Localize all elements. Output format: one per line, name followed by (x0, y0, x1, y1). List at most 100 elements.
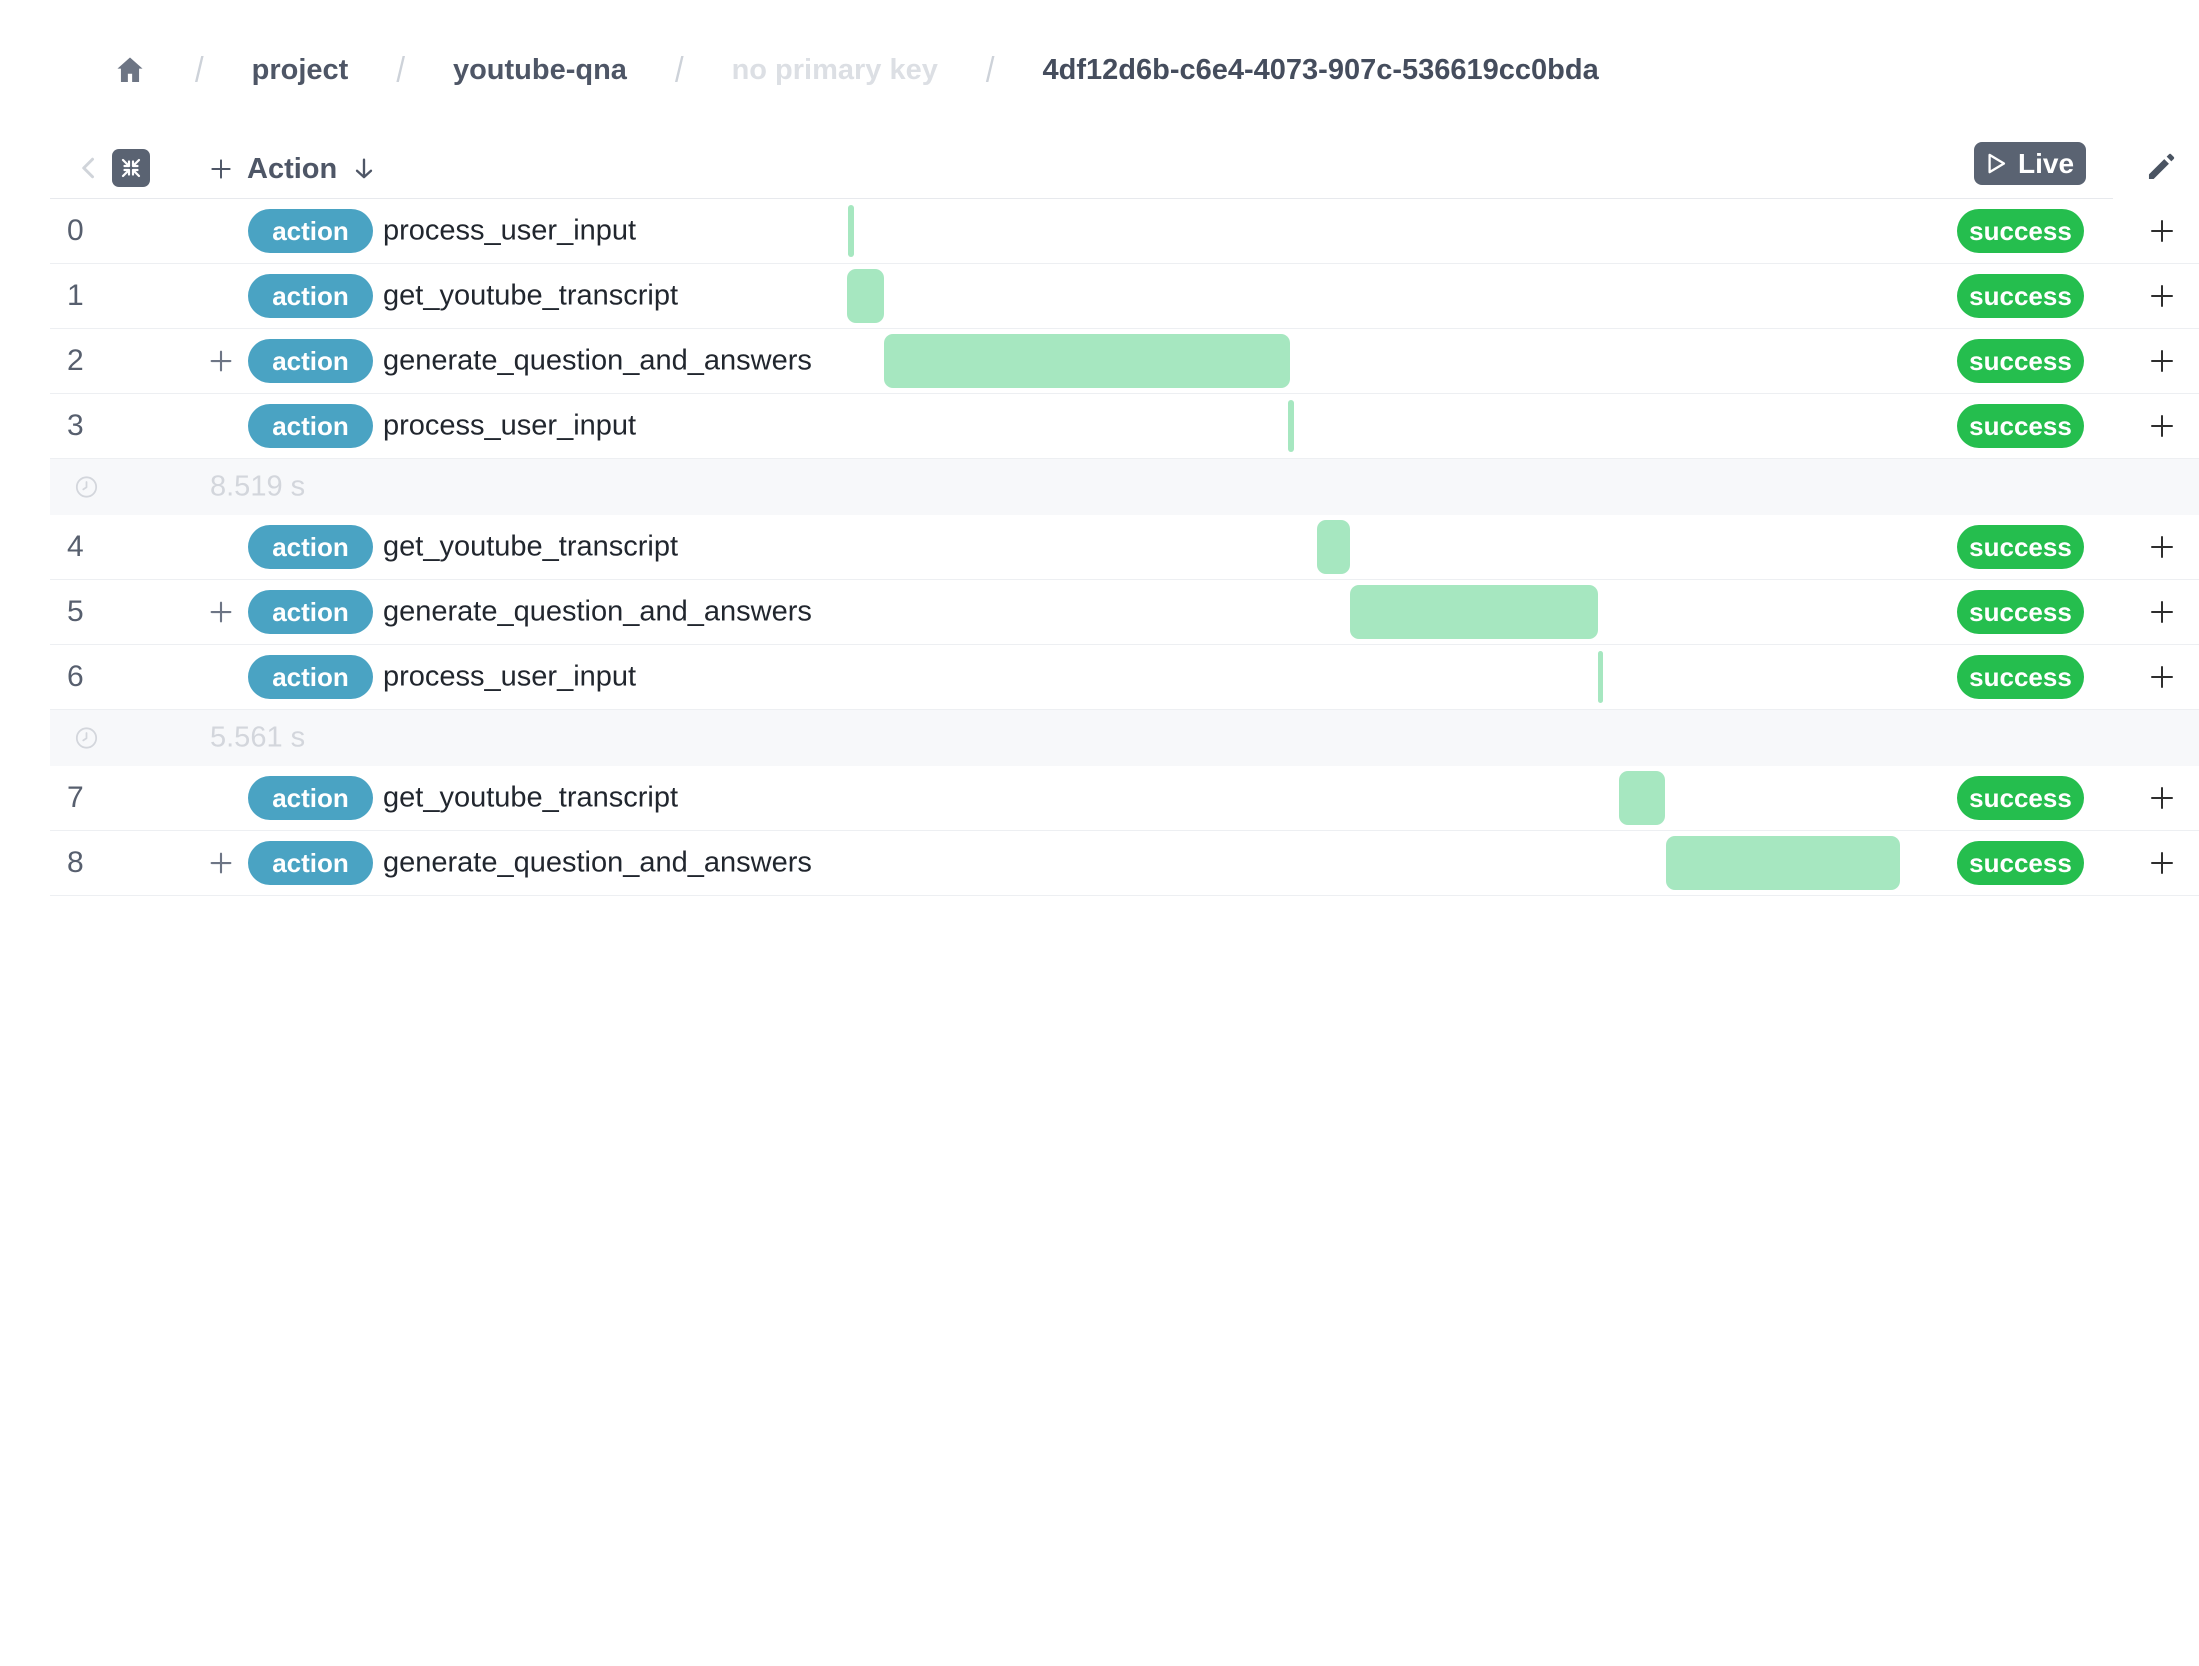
live-button-label: Live (2017, 147, 2075, 179)
breadcrumb-separator: / (674, 49, 684, 90)
action-name: process_user_input (383, 660, 637, 693)
action-type-badge: action (248, 339, 373, 383)
plus-icon (2151, 601, 2173, 623)
plus-icon (2151, 285, 2173, 307)
row-index: 6 (67, 660, 84, 693)
action-type-badge: action (248, 404, 373, 448)
live-button[interactable]: Live (1974, 142, 2086, 185)
status-badge: success (1957, 776, 2084, 820)
add-annotation-button[interactable] (2147, 411, 2177, 441)
table-row[interactable]: 3 action process_user_input success (50, 394, 2199, 459)
action-name: process_user_input (383, 409, 637, 442)
action-type-badge: action (248, 776, 373, 820)
timeline-bar[interactable] (1350, 585, 1598, 639)
table-row[interactable]: 6 action process_user_input success (50, 645, 2199, 710)
sort-down-arrow-icon (356, 158, 373, 179)
add-annotation-button[interactable] (2147, 532, 2177, 562)
action-name: generate_question_and_answers (383, 595, 812, 628)
plus-icon (2151, 350, 2173, 372)
plus-icon (210, 601, 232, 623)
timeline-bar[interactable] (1666, 836, 1900, 890)
status-badge: success (1957, 339, 2084, 383)
table-row[interactable]: 7 action get_youtube_transcript success (50, 766, 2199, 831)
timeline-bar[interactable] (1619, 771, 1665, 825)
add-annotation-button[interactable] (2147, 346, 2177, 376)
timeline-bar[interactable] (1288, 400, 1294, 452)
action-type-badge: action (248, 841, 373, 885)
timeline-bar[interactable] (848, 205, 854, 257)
timeline-bar[interactable] (884, 334, 1290, 388)
status-badge: success (1957, 841, 2084, 885)
collapse-all-button[interactable] (112, 149, 150, 187)
plus-icon (2151, 536, 2173, 558)
breadcrumb-separator: / (985, 49, 995, 90)
home-icon[interactable] (113, 54, 147, 86)
row-index: 2 (67, 344, 84, 377)
action-type-badge: action (248, 525, 373, 569)
gap-duration: 8.519 s (210, 470, 306, 503)
back-chevron-icon[interactable] (75, 153, 105, 188)
expand-row-button[interactable] (206, 848, 236, 878)
table-row[interactable]: 1 action get_youtube_transcript success (50, 264, 2199, 329)
row-index: 4 (67, 530, 84, 563)
add-annotation-button[interactable] (2147, 216, 2177, 246)
action-name: get_youtube_transcript (383, 781, 679, 814)
row-index: 5 (67, 595, 84, 628)
add-annotation-button[interactable] (2147, 597, 2177, 627)
row-index: 7 (67, 781, 84, 814)
table-row[interactable]: 8 action generate_question_and_answers s… (50, 831, 2199, 896)
action-type-badge: action (248, 274, 373, 318)
row-index: 1 (67, 279, 84, 312)
timeline-bar[interactable] (1598, 651, 1603, 703)
plus-icon (210, 852, 232, 874)
action-name: generate_question_and_answers (383, 344, 812, 377)
status-badge: success (1957, 209, 2084, 253)
action-column-header[interactable]: Action (208, 148, 378, 190)
breadcrumb-separator: / (396, 49, 405, 90)
table-row[interactable]: 2 action generate_question_and_answers s… (50, 329, 2199, 394)
clock-icon (74, 726, 99, 751)
status-badge: success (1957, 590, 2084, 634)
plus-icon (2151, 666, 2173, 688)
status-badge: success (1957, 404, 2084, 448)
status-badge: success (1957, 655, 2084, 699)
breadcrumb: / project / youtube-qna / no primary key… (113, 42, 1599, 98)
plus-icon (210, 350, 232, 372)
plus-icon (2151, 415, 2173, 437)
table-row[interactable]: 4 action get_youtube_transcript success (50, 515, 2199, 580)
plus-icon (2151, 220, 2173, 242)
toolbar: Action Live (50, 140, 2199, 199)
breadcrumb-project[interactable]: project (251, 53, 349, 86)
plus-icon (211, 159, 231, 179)
action-name: get_youtube_transcript (383, 530, 679, 563)
breadcrumb-partition-key: no primary key (731, 53, 938, 86)
breadcrumb-app[interactable]: youtube-qna (452, 53, 627, 86)
add-annotation-button[interactable] (2147, 848, 2177, 878)
trace-table: 0 action process_user_input success 1 ac… (50, 199, 2199, 896)
row-index: 3 (67, 409, 84, 442)
timeline-bar[interactable] (847, 269, 884, 323)
action-type-badge: action (248, 655, 373, 699)
add-annotation-button[interactable] (2147, 783, 2177, 813)
breadcrumb-run-id[interactable]: 4df12d6b-c6e4-4073-907c-536619cc0bda (1042, 53, 1599, 86)
add-annotation-button[interactable] (2147, 662, 2177, 692)
table-row[interactable]: 5 action generate_question_and_answers s… (50, 580, 2199, 645)
expand-row-button[interactable] (206, 346, 236, 376)
timeline-bar[interactable] (1317, 520, 1350, 574)
action-name: generate_question_and_answers (383, 846, 812, 879)
add-annotation-button[interactable] (2147, 281, 2177, 311)
status-badge: success (1957, 525, 2084, 569)
row-index: 8 (67, 846, 84, 879)
expand-row-button[interactable] (206, 597, 236, 627)
clock-icon (74, 475, 99, 500)
gap-row: 8.519 s (50, 459, 2199, 515)
breadcrumb-separator: / (195, 49, 204, 90)
status-badge: success (1957, 274, 2084, 318)
action-name: get_youtube_transcript (383, 279, 679, 312)
action-name: process_user_input (383, 214, 637, 247)
action-type-badge: action (248, 590, 373, 634)
table-row[interactable]: 0 action process_user_input success (50, 199, 2199, 264)
plus-icon (2151, 787, 2173, 809)
edit-pencil-icon[interactable] (2144, 150, 2178, 189)
plus-icon (2151, 852, 2173, 874)
